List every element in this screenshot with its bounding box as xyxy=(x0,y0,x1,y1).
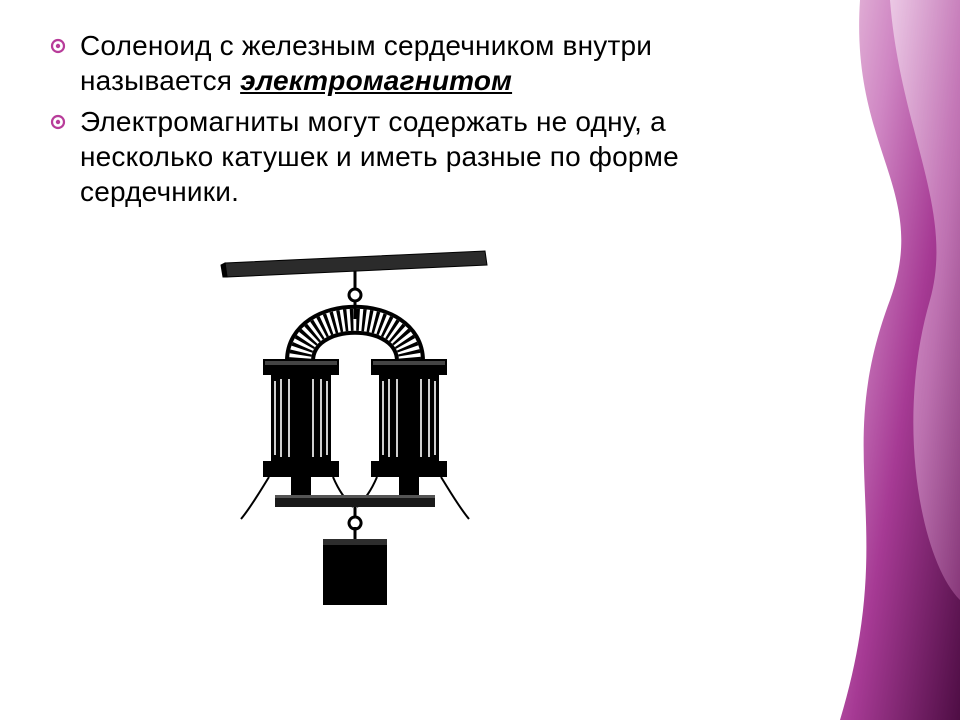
bullet-text-1: Соленоид с железным сердечником внутри н… xyxy=(80,28,780,98)
slide: Соленоид с железным сердечником внутри н… xyxy=(0,0,960,720)
figure-wrap xyxy=(50,241,780,621)
bullet-item-1: Соленоид с железным сердечником внутри н… xyxy=(50,28,780,98)
bullet-1-emph: электромагнитом xyxy=(240,65,512,96)
content-area: Соленоид с железным сердечником внутри н… xyxy=(0,0,960,621)
bullet-icon xyxy=(50,114,66,130)
bullet-text-2: Электромагниты могут содержать не одну, … xyxy=(80,104,780,209)
bullet-item-2: Электромагниты могут содержать не одну, … xyxy=(50,104,780,209)
side-accent xyxy=(820,0,960,720)
bullet-icon xyxy=(50,38,66,54)
electromagnet-figure xyxy=(205,241,505,621)
bullet-2-pre: Электромагниты могут содержать не одну, … xyxy=(80,106,679,207)
